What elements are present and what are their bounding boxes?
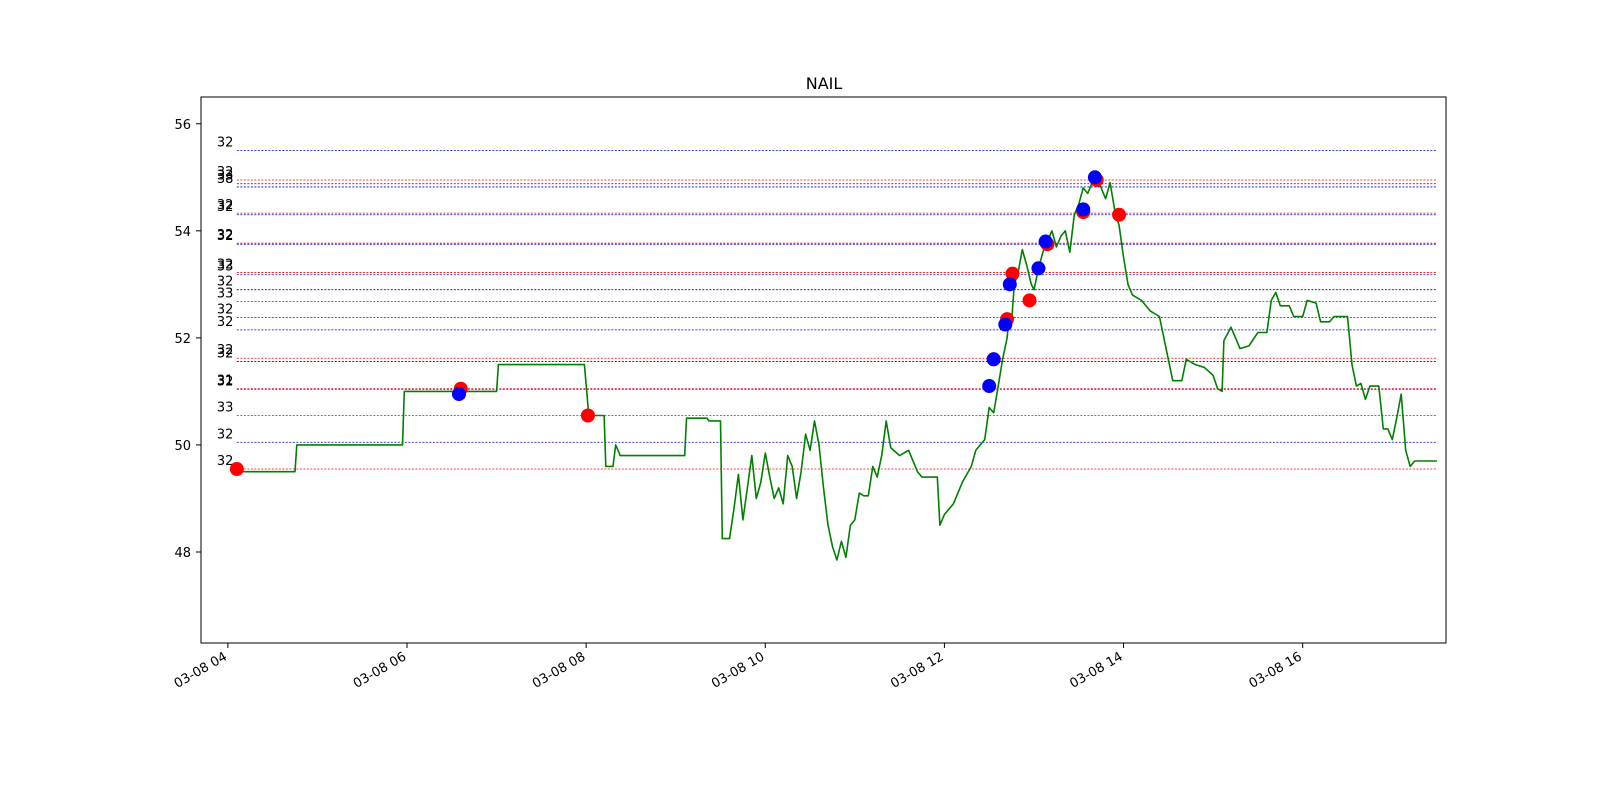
level-label: 38	[217, 172, 234, 187]
buy-marker	[1005, 266, 1020, 281]
sell-marker	[1087, 170, 1102, 185]
level-label: 32	[217, 258, 234, 273]
sell-marker	[451, 387, 466, 402]
sell-marker	[1002, 277, 1017, 292]
level-label: 33	[217, 401, 234, 416]
level-label: 31	[217, 374, 234, 389]
level-label: 33	[217, 260, 234, 275]
level-label: 32	[217, 200, 234, 215]
level-label: 32	[217, 343, 234, 358]
level-label: 32	[217, 315, 234, 330]
sell-marker	[982, 379, 997, 394]
level-label: 32	[217, 427, 234, 442]
level-label: 32	[217, 136, 234, 151]
level-label: 33	[217, 169, 234, 184]
level-label: 32	[217, 165, 234, 180]
level-label: 32	[217, 229, 234, 244]
buy-marker	[1112, 207, 1127, 222]
level-label: 33	[217, 286, 234, 301]
buy-marker	[1022, 293, 1037, 308]
level-label: 32	[217, 303, 234, 318]
buy-marker	[580, 408, 595, 423]
level-label: 32	[217, 454, 234, 469]
chart-title: NAIL	[806, 74, 843, 93]
y-tick-label: 48	[174, 546, 191, 561]
y-tick-label: 56	[174, 118, 191, 133]
sell-marker	[998, 317, 1013, 332]
level-label: 32	[217, 228, 234, 243]
y-tick-label: 52	[174, 332, 191, 347]
level-label: 32	[217, 275, 234, 290]
trade-markers	[229, 170, 1127, 477]
sell-marker	[986, 352, 1001, 367]
sell-marker	[1031, 261, 1046, 276]
y-tick-label: 50	[174, 439, 191, 454]
sell-marker	[1076, 202, 1091, 217]
buy-marker	[229, 462, 244, 477]
level-label: 32	[217, 346, 234, 361]
sell-marker	[1038, 234, 1053, 249]
level-label: 32	[217, 374, 234, 389]
level-label: 32	[217, 198, 234, 213]
y-tick-label: 54	[174, 225, 191, 240]
y-axis: 48 50 52 54 56	[174, 118, 201, 561]
level-lines: 3232333832323232323332333232323231323332…	[217, 136, 1438, 470]
plot-frame	[200, 96, 1447, 644]
